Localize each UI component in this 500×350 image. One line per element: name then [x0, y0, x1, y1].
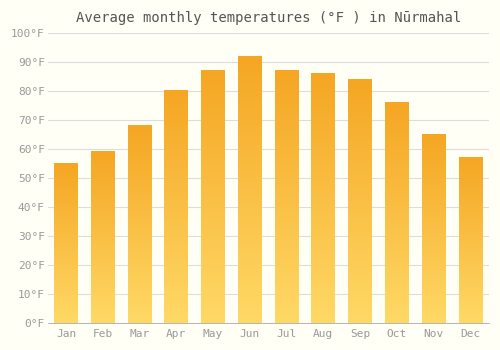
Title: Average monthly temperatures (°F ) in Nūrmahal: Average monthly temperatures (°F ) in Nū… [76, 11, 461, 25]
